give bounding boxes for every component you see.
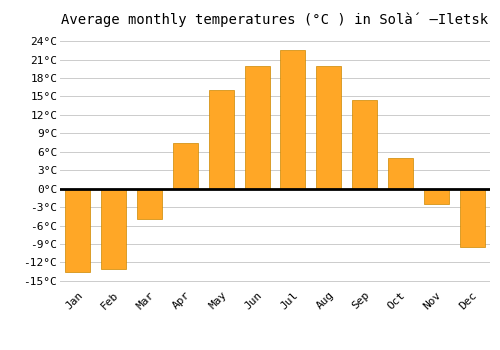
Bar	[316, 66, 342, 189]
Bar	[460, 189, 484, 247]
Bar	[280, 50, 305, 189]
Bar	[352, 99, 377, 189]
Bar	[424, 189, 449, 204]
Bar	[244, 66, 270, 189]
Title: Average monthly temperatures (°C ) in Solà́ –Iletsk: Average monthly temperatures (°C ) in So…	[62, 12, 488, 27]
Bar	[101, 189, 126, 268]
Bar	[66, 189, 90, 272]
Bar	[388, 158, 413, 189]
Bar	[173, 142, 198, 189]
Bar	[208, 90, 234, 189]
Bar	[137, 189, 162, 219]
